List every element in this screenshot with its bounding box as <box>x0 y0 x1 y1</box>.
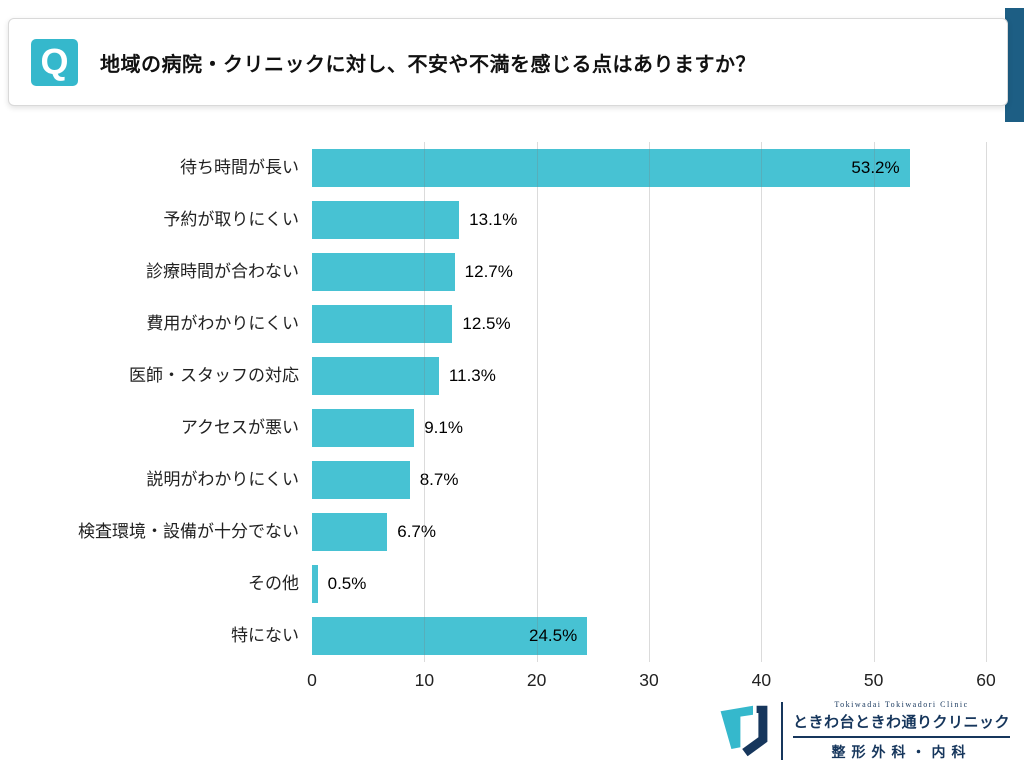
chart-row: 24.5% <box>312 610 986 662</box>
value-label: 24.5% <box>529 626 578 645</box>
chart-row: 12.5% <box>312 298 986 350</box>
chart-row: 11.3% <box>312 350 986 402</box>
plot-column: 53.2% 13.1% 12.7% 12.5% 11.3% 9.1% 8.7% … <box>307 142 996 696</box>
chart-row: 53.2% <box>312 142 986 194</box>
category-label: その他 <box>248 574 299 593</box>
bar-chart: 待ち時間が長い予約が取りにくい診療時間が合わない 費用がわかりにくい医師・スタッフ… <box>8 142 996 696</box>
bar <box>312 461 410 499</box>
question-title: 地域の病院・クリニックに対し、不安や不満を感じる点はありますか？ <box>100 53 756 76</box>
logo-divider <box>780 702 783 760</box>
chart-row: 9.1% <box>312 402 986 454</box>
question-header: Q 地域の病院・クリニックに対し、不安や不満を感じる点はありますか？ <box>8 18 1008 106</box>
value-label: 12.5% <box>462 314 511 333</box>
chart-rows: 53.2% 13.1% 12.7% 12.5% 11.3% 9.1% 8.7% … <box>312 142 986 662</box>
value-label: 0.5% <box>327 574 367 593</box>
value-label: 13.1% <box>469 210 518 229</box>
category-label: 特にない <box>231 626 299 645</box>
bar <box>312 513 388 551</box>
x-tick-label: 30 <box>639 670 659 690</box>
bar <box>312 617 588 655</box>
bar <box>312 357 439 395</box>
clinic-department: 整形外科・内科 <box>831 744 972 760</box>
value-label: 9.1% <box>424 418 463 437</box>
category-label: 待ち時間が長い <box>180 158 299 177</box>
x-tick-label: 10 <box>414 670 435 690</box>
category-label: 予約が取りにくい <box>163 210 299 229</box>
logo-rule <box>792 736 1010 738</box>
value-label: 6.7% <box>397 522 436 541</box>
bar <box>312 253 455 291</box>
clinic-name-en: Tokiwadai Tokiwadori Clinic <box>834 700 969 709</box>
chart-row: 6.7% <box>312 506 986 558</box>
x-tick-label: 50 <box>863 670 884 690</box>
bar <box>312 305 453 343</box>
bar <box>312 201 460 239</box>
category-labels: 待ち時間が長い予約が取りにくい診療時間が合わない 費用がわかりにくい医師・スタッフ… <box>8 142 312 696</box>
category-label: 検査環境・設備が十分でない <box>78 522 299 541</box>
bar <box>312 409 415 447</box>
chart-row: 12.7% <box>312 246 986 298</box>
category-label: 費用がわかりにくい <box>146 314 299 333</box>
q-icon: Q <box>31 38 78 86</box>
value-label: 12.7% <box>464 262 513 281</box>
value-label: 53.2% <box>851 158 900 177</box>
header-accent-bar <box>1005 8 1024 122</box>
x-tick-label: 20 <box>526 670 547 690</box>
category-label: アクセスが悪い <box>180 418 299 437</box>
category-label: 医師・スタッフの対応 <box>129 366 299 385</box>
logo-text: Tokiwadai Tokiwadori Clinic ときわ台ときわ通りクリニ… <box>792 700 1010 762</box>
x-axis: 0 10 20 30 40 50 60 <box>307 662 996 696</box>
plot-area: 53.2% 13.1% 12.7% 12.5% 11.3% 9.1% 8.7% … <box>312 142 987 662</box>
value-label: 11.3% <box>448 366 496 385</box>
category-label: 説明がわかりにくい <box>146 470 299 489</box>
clinic-logo: Tokiwadai Tokiwadori Clinic ときわ台ときわ通りクリニ… <box>717 700 1010 762</box>
category-label: 診療時間が合わない <box>146 262 299 281</box>
x-tick-label: 0 <box>307 670 317 690</box>
clinic-name-jp: ときわ台ときわ通りクリニック <box>792 714 1010 731</box>
gridline <box>986 142 987 662</box>
bar <box>312 565 318 603</box>
clinic-logo-mark-icon <box>720 705 768 757</box>
chart-row: 8.7% <box>312 454 986 506</box>
x-tick-label: 40 <box>751 670 772 690</box>
bar <box>312 149 910 187</box>
value-label: 8.7% <box>419 470 459 489</box>
chart-row: 13.1% <box>312 194 986 246</box>
x-tick-label: 60 <box>976 670 996 690</box>
chart-row: 0.5% <box>312 558 986 610</box>
